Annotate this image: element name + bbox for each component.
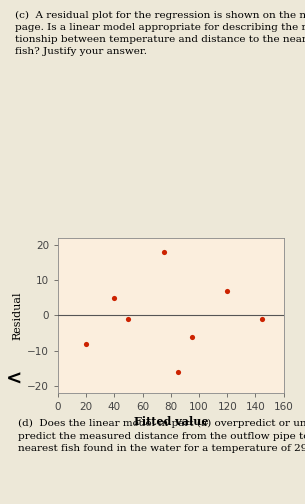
Text: <: < [6,369,23,388]
Point [225,287,230,295]
Text: (d)  Does the linear model in part (a) overpredict or under-
predict the measure: (d) Does the linear model in part (a) ov… [18,419,305,453]
Point [112,294,117,302]
Point [189,333,194,341]
Text: (c)  A residual plot for the regression is shown on the next
page. Is a linear m: (c) A residual plot for the regression i… [15,11,305,56]
X-axis label: Fitted value: Fitted value [134,416,208,427]
Point [161,247,166,256]
Point [175,368,180,376]
Point [260,315,265,323]
Point [126,315,131,323]
Y-axis label: Residual: Residual [13,291,23,340]
Point [84,340,88,348]
